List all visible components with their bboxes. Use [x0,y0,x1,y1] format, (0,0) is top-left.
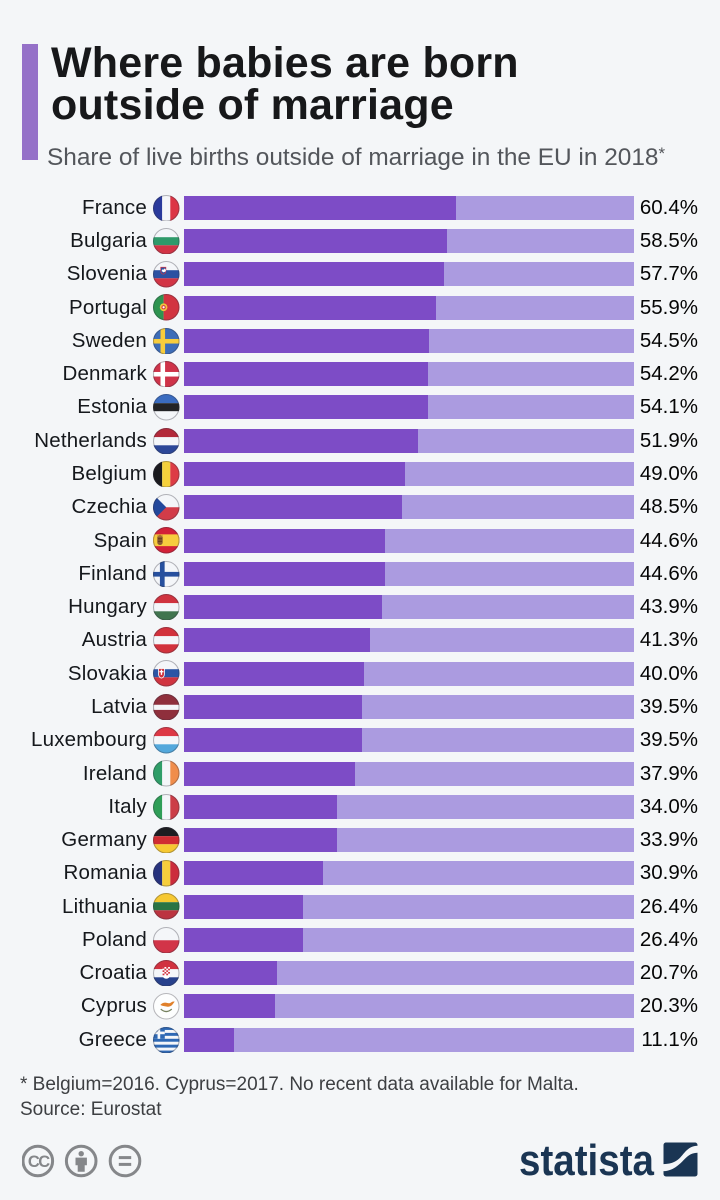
svg-text:statista: statista [519,1136,654,1178]
svg-text:CC: CC [27,1152,49,1170]
